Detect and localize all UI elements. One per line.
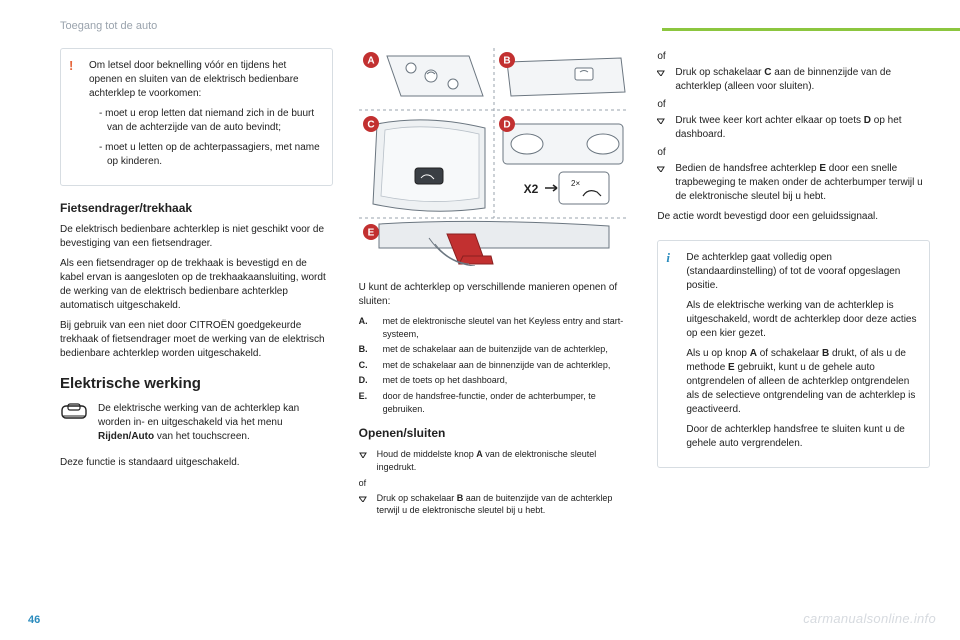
step-1-text: Houd de middelste knop A van de elektron… (377, 448, 632, 473)
step-4: Druk twee keer kort achter elkaar op toe… (657, 114, 930, 142)
heading-openen: Openen/sluiten (359, 425, 632, 442)
step-3: Druk op schakelaar C aan de binnenzijde … (657, 66, 930, 94)
of-1: of (359, 477, 632, 490)
col2-intro: U kunt de achterklep op verschillende ma… (359, 281, 632, 309)
of-3: of (657, 98, 930, 112)
warn-intro: Om letsel door beknelling vóór en tijden… (89, 59, 322, 101)
content-columns: Om letsel door beknelling vóór en tijden… (60, 48, 930, 614)
step-4-text: Druk twee keer kort achter elkaar op toe… (675, 114, 930, 142)
col1-p1: De elektrisch bedienbare achterklep is n… (60, 223, 333, 251)
svg-text:X2: X2 (523, 182, 538, 196)
warn-item-1: - moet u erop letten dat niemand zich in… (97, 107, 322, 135)
column-2: X2 2× (359, 48, 632, 614)
method-d: D.met de toets op het dashboard, (359, 374, 632, 387)
watermark: carmanualsonline.info (803, 611, 936, 626)
triangle-icon (359, 450, 367, 473)
step-5-text: Bedien de handsfree achterklep E door ee… (675, 162, 930, 204)
svg-text:2×: 2× (571, 179, 580, 188)
info-p2: Als de elektrische werking van de achter… (686, 299, 919, 341)
triangle-icon (359, 494, 367, 517)
icon-block-text: De elektrische werking van de achterklep… (98, 402, 333, 444)
step-2-text: Druk op schakelaar B aan de buitenzijde … (377, 492, 632, 517)
svg-text:D: D (503, 120, 510, 131)
car-rear-icon (60, 402, 88, 427)
step-3-text: Druk op schakelaar C aan de binnenzijde … (675, 66, 930, 94)
info-p1: De achterklep gaat volledig open (standa… (686, 251, 919, 293)
svg-text:C: C (367, 120, 374, 131)
info-p3: Als u op knop A of schakelaar B drukt, o… (686, 347, 919, 417)
step-5: Bedien de handsfree achterklep E door ee… (657, 162, 930, 204)
of-2: of (657, 50, 930, 64)
heading-fietsendrager: Fietsendrager/trekhaak (60, 200, 333, 217)
page-number: 46 (28, 614, 40, 626)
warning-box: Om letsel door beknelling vóór en tijden… (60, 48, 333, 186)
triangle-icon (657, 68, 665, 94)
method-b-text: met de schakelaar aan de buitenzijde van… (383, 343, 608, 356)
icon-text-a: De elektrische werking van de achterklep… (98, 403, 299, 428)
heading-elektrische: Elektrische werking (60, 373, 333, 394)
section-header: Toegang tot de auto (60, 20, 157, 32)
svg-text:E: E (367, 228, 374, 239)
warn-item-2: - moet u letten op de achterpassagiers, … (97, 141, 322, 169)
tailgate-diagram: X2 2× (359, 48, 632, 271)
col1-p3: Bij gebruik van een niet door CITROËN go… (60, 319, 333, 361)
method-d-text: met de toets op het dashboard, (383, 374, 508, 387)
method-b: B.met de schakelaar aan de buitenzijde v… (359, 343, 632, 356)
confirm-text: De actie wordt bevestigd door een geluid… (657, 210, 930, 224)
col1-p4: Deze functie is standaard uitgeschakeld. (60, 456, 333, 470)
triangle-icon (657, 116, 665, 142)
method-a-text: met de elektronische sleutel van het Key… (383, 315, 632, 340)
method-c: C.met de schakelaar aan de binnenzijde v… (359, 359, 632, 372)
column-1: Om letsel door beknelling vóór en tijden… (60, 48, 333, 614)
step-1: Houd de middelste knop A van de elektron… (359, 448, 632, 473)
svg-text:B: B (503, 56, 510, 67)
icon-text-b: van het touchscreen. (154, 431, 250, 442)
info-p4: Door de achterklep handsfree te sluiten … (686, 423, 919, 451)
triangle-icon (657, 164, 665, 204)
info-box: De achterklep gaat volledig open (standa… (657, 240, 930, 468)
method-e: E.door de handsfree-functie, onder de ac… (359, 390, 632, 415)
method-a: A.met de elektronische sleutel van het K… (359, 315, 632, 340)
step-2: Druk op schakelaar B aan de buitenzijde … (359, 492, 632, 517)
column-3: of Druk op schakelaar C aan de binnenzij… (657, 48, 930, 614)
icon-text-bold: Rijden/Auto (98, 431, 154, 442)
manual-page: Toegang tot de auto Om letsel door bekne… (0, 0, 960, 640)
accent-bar (662, 28, 960, 31)
method-e-text: door de handsfree-functie, onder de acht… (383, 390, 632, 415)
method-c-text: met de schakelaar aan de binnenzijde van… (383, 359, 611, 372)
svg-text:A: A (367, 56, 374, 67)
of-4: of (657, 146, 930, 160)
col1-p2: Als een fietsendrager op de trekhaak is … (60, 257, 333, 313)
car-icon-block: De elektrische werking van de achterklep… (60, 402, 333, 450)
